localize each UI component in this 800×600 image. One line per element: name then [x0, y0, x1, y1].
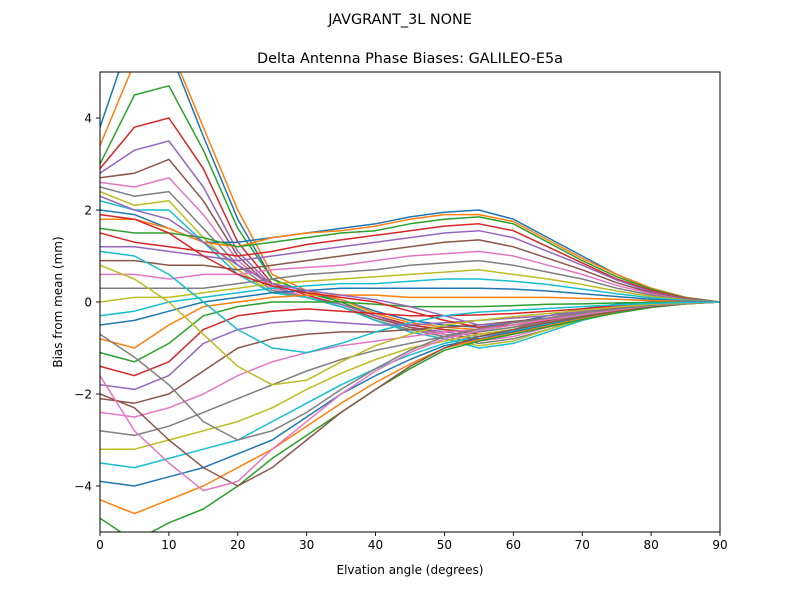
x-tick-label: 50: [437, 538, 452, 552]
y-tick-label: 0: [84, 296, 92, 310]
series-line-18: [100, 259, 720, 303]
series-line-33: [100, 301, 720, 532]
series-line-7: [100, 177, 720, 342]
x-axis: 0 10 20 30 40 50 60 70 80 90: [96, 532, 728, 552]
plot-frame: [99, 71, 721, 533]
x-tick-label: 0: [96, 538, 104, 552]
series-line-20: [100, 278, 720, 317]
y-tick-label: 2: [84, 204, 92, 218]
series-line-39: [100, 264, 720, 386]
x-tick-label: 10: [161, 538, 176, 552]
series-line-22: [100, 294, 720, 349]
series-line-2: [100, 72, 720, 331]
series-line-16: [100, 239, 720, 303]
series-line-40: [100, 250, 720, 354]
series-line-38: [100, 301, 720, 441]
series-line-13: [100, 216, 720, 303]
series-line-37: [100, 301, 720, 492]
series-lines: [100, 72, 720, 532]
series-line-24: [100, 301, 720, 377]
y-tick-label: 4: [84, 112, 92, 126]
x-tick-label: 20: [230, 538, 245, 552]
y-axis-label: Bias from mean (mm): [51, 236, 65, 367]
x-tick-label: 80: [643, 538, 658, 552]
y-tick-label: −2: [74, 388, 92, 402]
x-tick-label: 70: [575, 538, 590, 552]
x-axis-label: Elvation angle (degrees): [337, 563, 484, 577]
x-tick-label: 90: [712, 538, 727, 552]
series-line-19: [100, 269, 720, 303]
x-tick-label: 40: [368, 538, 383, 552]
series-line-17: [100, 250, 720, 303]
x-tick-label: 30: [299, 538, 314, 552]
y-axis: −4 −2 0 2 4: [74, 112, 100, 494]
figure-suptitle: JAVGRANT_3L NONE: [327, 12, 472, 28]
chart-title: Delta Antenna Phase Biases: GALILEO-E5a: [257, 51, 563, 67]
y-tick-label: −4: [74, 480, 92, 494]
series-line-15: [100, 229, 720, 303]
series-line-36: [100, 301, 720, 487]
series-line-14: [100, 223, 720, 303]
x-tick-label: 60: [506, 538, 521, 552]
